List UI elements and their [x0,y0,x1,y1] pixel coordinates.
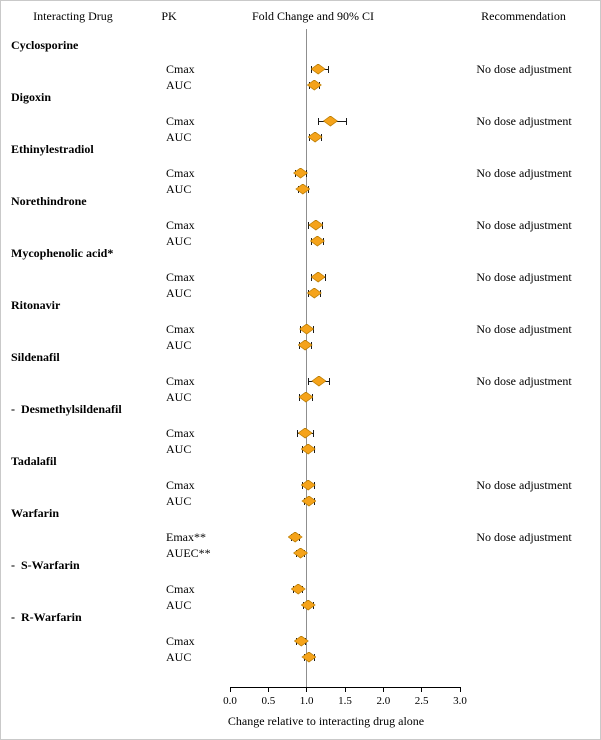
x-axis-tick [306,687,308,692]
pk-row-label: Cmax [166,426,195,440]
recommendation-text: No dose adjustment [476,62,572,76]
point-marker [310,236,324,246]
ci-cap-high [325,273,327,281]
ci-cap-high [346,117,348,125]
drug-group-label: Ethinylestradiol [11,142,94,156]
point-marker [291,584,305,594]
point-marker [298,340,312,350]
x-axis-tick [267,687,269,692]
point-marker [294,168,308,178]
drug-group-label: Digoxin [11,90,52,104]
x-axis-tick [344,687,346,692]
drug-group-label: - Desmethylsildenafil [11,402,122,416]
drug-group-label: Sildenafil [11,350,60,364]
pk-row-label: Cmax [166,322,195,336]
x-axis-tick-label: 1.0 [299,695,314,707]
point-marker [296,184,310,194]
drug-group-label: - S-Warfarin [11,558,80,572]
pk-row-label: Cmax [166,270,195,284]
recommendation-text: No dose adjustment [476,218,572,232]
recommendation-text: No dose adjustment [476,478,572,492]
recommendation-text: No dose adjustment [476,270,572,284]
drug-group-label: Ritonavir [11,298,61,312]
ci-cap-high [327,65,329,73]
pk-row-label: AUC [166,338,192,352]
point-marker [309,220,323,230]
point-marker [323,116,337,126]
pk-row-label: Cmax [166,62,195,76]
recommendation-text: No dose adjustment [476,322,572,336]
column-header-recommendation: Recommendation [481,9,566,23]
pk-row-label: AUC [166,182,192,196]
point-marker [302,496,316,506]
x-axis-tick-label: 2.5 [414,695,429,707]
recommendation-text: No dose adjustment [476,166,572,180]
point-marker [311,64,325,74]
x-axis-tick [421,687,423,692]
x-axis-tick [229,687,231,692]
column-header-fold-change: Fold Change and 90% CI [252,9,374,23]
point-marker [302,652,316,662]
point-marker [301,600,315,610]
pk-row-label: Cmax [166,582,195,596]
point-marker [294,636,308,646]
pk-row-label: AUC [166,650,192,664]
pk-row-label: AUC [166,494,192,508]
x-axis-tick-label: 0.0 [223,695,237,707]
point-marker [308,132,322,142]
pk-row-label: AUC [166,78,192,92]
pk-row-label: Cmax [166,166,195,180]
x-axis-title: Change relative to interacting drug alon… [227,714,425,728]
drug-group-label: Warfarin [11,506,59,520]
column-header-interacting-drug: Interacting Drug [33,9,113,23]
pk-row-label: AUC [166,390,192,404]
x-axis-tick-label: 3.0 [453,695,467,707]
point-marker [299,392,313,402]
point-marker [300,324,314,334]
pk-row-label: AUC [166,598,192,612]
x-axis-tick [459,687,461,692]
pk-row-label: Cmax [166,218,195,232]
pk-row-label: AUC [166,442,192,456]
drug-group-label: Cyclosporine [11,38,79,52]
pk-row-label: AUC [166,234,192,248]
pk-row-label: AUEC** [166,546,211,560]
point-marker [312,376,326,386]
ci-cap-high [329,377,331,385]
point-marker [301,444,315,454]
ci-cap-high [313,429,315,437]
point-marker [294,548,308,558]
point-marker [307,80,321,90]
x-axis-tick-label: 2.0 [376,695,391,707]
pk-row-label: Cmax [166,114,195,128]
pk-row-label: Emax** [166,530,206,544]
pk-row-label: AUC [166,286,192,300]
ci-cap-low [317,117,319,125]
pk-row-label: Cmax [166,478,195,492]
reference-line-1x [306,29,308,687]
point-marker [288,532,302,542]
pk-row-label: Cmax [166,374,195,388]
point-marker [311,272,325,282]
x-axis-tick-label: 0.5 [261,695,276,707]
point-marker [307,288,321,298]
drug-group-label: Norethindrone [11,194,87,208]
point-marker [301,480,315,490]
pk-row-label: Cmax [166,634,195,648]
column-header-pk: PK [161,9,177,23]
drug-group-label: - R-Warfarin [11,610,82,624]
recommendation-text: No dose adjustment [476,530,572,544]
drug-group-label: Tadalafil [11,454,57,468]
drug-group-label: Mycophenolic acid* [11,246,114,260]
x-axis-tick [382,687,384,692]
x-axis-tick-label: 1.5 [338,695,352,707]
pk-row-label: AUC [166,130,192,144]
point-marker [298,428,312,438]
ci-cap-low [308,377,310,385]
recommendation-text: No dose adjustment [476,114,572,128]
ci-cap-low [296,429,298,437]
recommendation-text: No dose adjustment [476,374,572,388]
